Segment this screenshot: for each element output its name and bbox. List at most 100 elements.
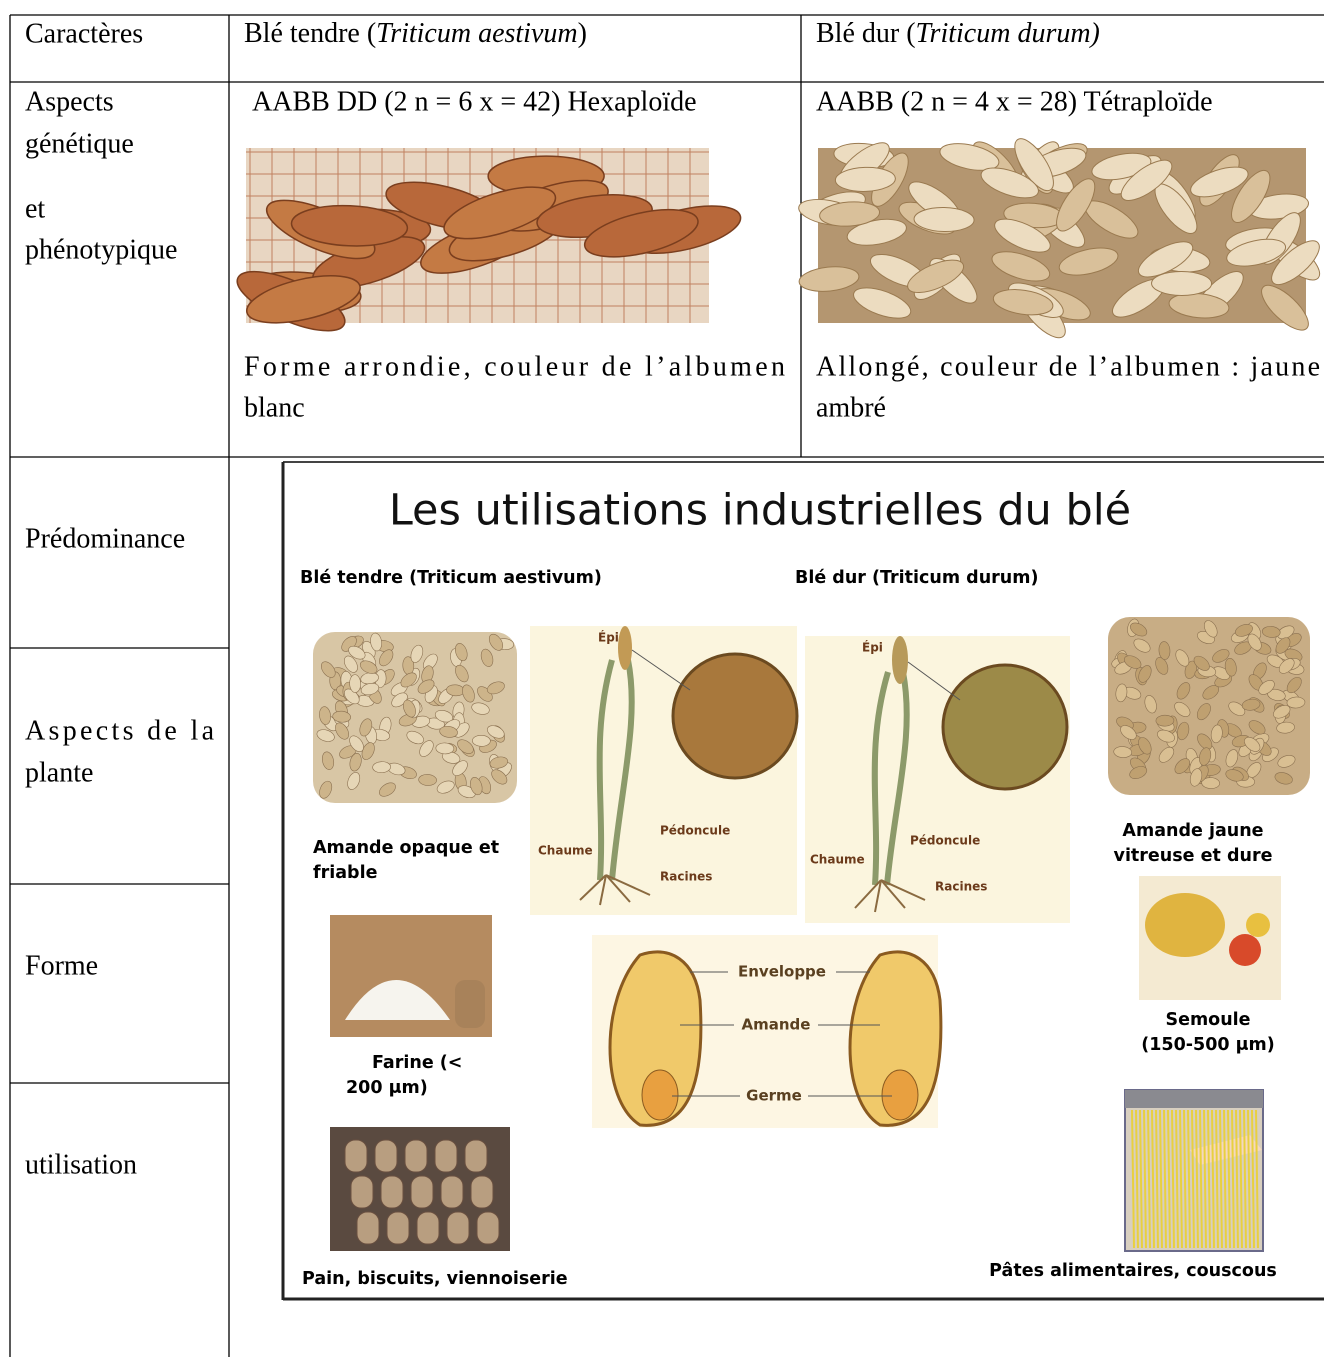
bread-roll — [434, 1139, 458, 1173]
row-label: Forme — [25, 950, 98, 981]
pasta-strand — [1159, 1109, 1163, 1249]
ear-closeup — [941, 663, 1069, 791]
pasta-strand — [1143, 1109, 1147, 1249]
diagram-label: Pédoncule — [660, 824, 730, 838]
grain — [1168, 292, 1230, 319]
grain — [1155, 657, 1169, 675]
grain — [316, 729, 335, 742]
grain — [1244, 736, 1261, 752]
bread-roll — [374, 1139, 398, 1173]
grain — [1225, 769, 1244, 782]
pasta-photo — [1124, 1089, 1264, 1252]
grain — [455, 664, 469, 683]
caption: vitreuse et dure — [1114, 846, 1273, 866]
grain — [1138, 665, 1152, 683]
pasta-strand — [1207, 1109, 1211, 1249]
pasta-strand — [1147, 1109, 1151, 1249]
grain — [360, 682, 380, 696]
grain — [442, 751, 461, 764]
grain — [1273, 705, 1291, 719]
grain — [489, 756, 509, 769]
grain-section — [848, 950, 943, 1127]
grain — [1277, 755, 1296, 768]
grain — [1158, 746, 1175, 763]
caption: Pain, biscuits, viennoiserie — [302, 1269, 568, 1289]
grain — [332, 710, 351, 723]
heading: Blé tendre (Triticum aestivum) — [300, 568, 602, 588]
row-label: Aspects de la — [25, 715, 215, 746]
bread-roll — [386, 1211, 410, 1245]
grain — [1212, 649, 1230, 663]
description: ambré — [816, 392, 886, 423]
grain — [1130, 622, 1148, 637]
caption: Semoule — [1165, 1010, 1250, 1030]
grain — [1120, 725, 1137, 740]
grain — [372, 761, 391, 773]
grain — [1226, 238, 1287, 267]
grain — [1157, 729, 1175, 743]
ploidy: AABB (2 n = 4 x = 28) Tétraploïde — [816, 86, 1213, 117]
pasta-strand — [1191, 1109, 1195, 1249]
heading: Blé dur (Triticum durum) — [795, 568, 1038, 588]
bread-roll — [380, 1175, 404, 1209]
bread-roll — [410, 1175, 434, 1209]
row-label: et — [25, 193, 45, 224]
diagram-label: Épi — [598, 630, 619, 645]
grain — [980, 167, 1039, 199]
pasta-strand — [1219, 1109, 1223, 1249]
grain — [1151, 270, 1213, 296]
caption: 200 μm) — [346, 1078, 428, 1098]
grain — [1258, 680, 1275, 695]
pasta-strand — [1195, 1109, 1199, 1249]
grain — [1155, 714, 1175, 727]
grain — [1129, 766, 1148, 780]
grain — [1113, 746, 1132, 758]
bread-roll — [416, 1211, 440, 1245]
durum-grain-pile — [1108, 617, 1310, 795]
grain — [1123, 655, 1142, 669]
pasta-strand — [1211, 1109, 1215, 1249]
grain — [319, 780, 333, 799]
rolling-pin — [455, 980, 485, 1028]
grain — [1261, 626, 1281, 638]
grain — [1231, 169, 1271, 223]
grain — [417, 679, 435, 694]
grain — [418, 774, 437, 786]
grain — [846, 218, 907, 246]
plant-stem — [871, 671, 910, 886]
pasta-strand — [1255, 1109, 1259, 1249]
ear — [618, 626, 632, 670]
bread-roll — [350, 1175, 374, 1209]
bread-roll — [440, 1175, 464, 1209]
grain — [434, 710, 454, 723]
description: Allongé, couleur de l’albumen : jaune — [816, 351, 1320, 382]
grain — [1276, 721, 1295, 734]
diagram-label: Amande — [742, 1016, 811, 1034]
caption: (150-500 μm) — [1141, 1035, 1275, 1055]
plant-stem — [596, 659, 635, 881]
text: Blé tendre ( — [244, 18, 376, 49]
caption: Farine (< — [372, 1053, 462, 1073]
diagram-label: Épi — [862, 640, 883, 655]
bread-roll — [344, 1139, 368, 1173]
caption: Pâtes alimentaires, couscous — [989, 1261, 1277, 1281]
grain — [439, 725, 458, 738]
grain — [359, 660, 378, 674]
pasta-strand — [1199, 1109, 1203, 1249]
grain — [462, 684, 475, 703]
grain — [1058, 247, 1119, 276]
grain — [583, 208, 699, 258]
grain — [907, 259, 965, 294]
grain — [1201, 777, 1220, 789]
header-cell: Caractères — [25, 18, 143, 49]
soft-plant-diagram: Épi Pédoncule Chaume Racines — [530, 626, 799, 915]
species-name: Triticum aestivum — [376, 18, 577, 49]
row-label: Prédominance — [25, 523, 185, 554]
grain — [246, 275, 361, 324]
description: blanc — [244, 392, 305, 423]
roots — [579, 874, 651, 906]
grain-diagram: Enveloppe Amande Germe — [592, 935, 943, 1128]
grain — [1203, 620, 1218, 638]
pasta-strand — [1139, 1109, 1143, 1249]
